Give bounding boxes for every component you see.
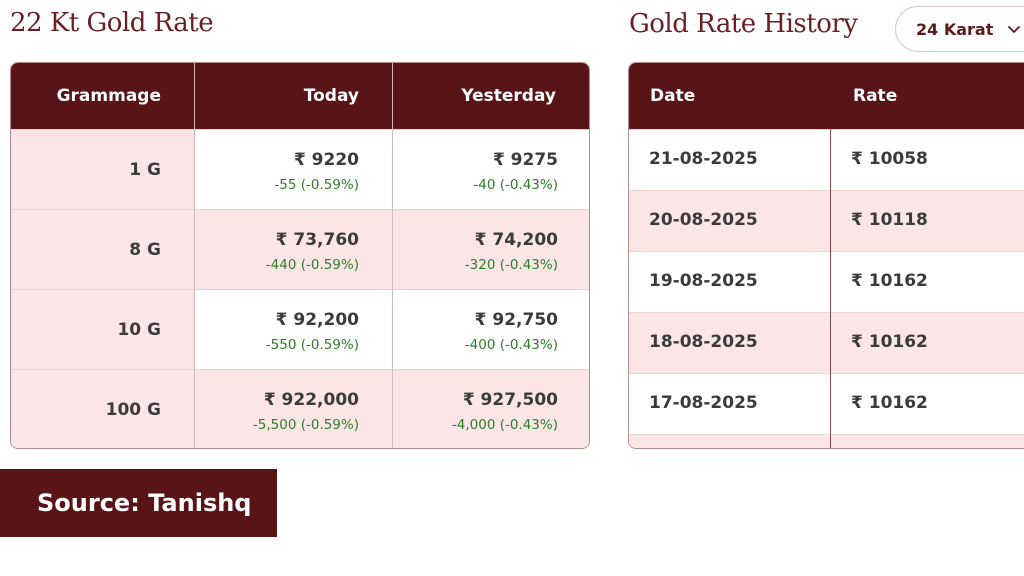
yesterday-change: -40 (-0.43%) — [473, 177, 558, 193]
table-row: 100 G ₹ 922,000 -5,500 (-0.59%) ₹ 927,50… — [11, 369, 589, 448]
column-header-today: Today — [303, 86, 359, 106]
column-header-grammage: Grammage — [56, 86, 161, 106]
yesterday-change: -4,000 (-0.43%) — [451, 417, 558, 433]
gold-rate-history-table: Date Rate 21-08-2025 ₹ 10058 20-08-2025 … — [628, 62, 1024, 449]
column-header-yesterday: Yesterday — [461, 86, 556, 106]
table-row: 1 G ₹ 9220 -55 (-0.59%) ₹ 9275 -40 (-0.4… — [11, 129, 589, 209]
table-header: Grammage Today Yesterday — [11, 63, 589, 129]
today-cell: ₹ 922,000 -5,500 (-0.59%) — [194, 370, 392, 448]
today-change: -440 (-0.59%) — [265, 257, 359, 273]
source-label: Source: Tanishq — [0, 469, 277, 537]
column-header-rate: Rate — [853, 86, 898, 106]
column-divider — [830, 129, 831, 448]
yesterday-price: ₹ 927,500 — [462, 390, 558, 410]
history-row: 21-08-2025 ₹ 10058 — [629, 129, 1024, 190]
gold-rate-history-title: Gold Rate History — [629, 9, 858, 39]
chevron-down-icon — [1008, 26, 1021, 33]
history-row: 20-08-2025 ₹ 10118 — [629, 190, 1024, 251]
history-rate: ₹ 10118 — [851, 210, 928, 230]
today-price: ₹ 9220 — [293, 150, 359, 170]
grammage-cell: 1 G — [11, 130, 194, 209]
history-date: 21-08-2025 — [649, 149, 758, 169]
history-table-header: Date Rate — [629, 63, 1024, 129]
yesterday-cell: ₹ 927,500 -4,000 (-0.43%) — [392, 370, 589, 448]
history-rate: ₹ 10162 — [851, 271, 928, 291]
history-date: 20-08-2025 — [649, 210, 758, 230]
table-row: 10 G ₹ 92,200 -550 (-0.59%) ₹ 92,750 -40… — [11, 289, 589, 369]
karat-select-value: 24 Karat — [916, 19, 994, 39]
history-date: 19-08-2025 — [649, 271, 758, 291]
yesterday-price: ₹ 92,750 — [474, 310, 558, 330]
history-rate: ₹ 10162 — [851, 393, 928, 413]
grammage-cell: 10 G — [11, 290, 194, 369]
grammage-cell: 8 G — [11, 210, 194, 289]
yesterday-price: ₹ 9275 — [492, 150, 558, 170]
history-date: 18-08-2025 — [649, 332, 758, 352]
today-cell: ₹ 92,200 -550 (-0.59%) — [194, 290, 392, 369]
karat-select[interactable]: 24 Karat — [895, 6, 1024, 52]
yesterday-cell: ₹ 9275 -40 (-0.43%) — [392, 130, 589, 209]
history-rate: ₹ 10058 — [851, 149, 928, 169]
yesterday-price: ₹ 74,200 — [474, 230, 558, 250]
history-date: 17-08-2025 — [649, 393, 758, 413]
gold-rate-table: Grammage Today Yesterday 1 G ₹ 9220 -55 … — [10, 62, 590, 449]
grammage-cell: 100 G — [11, 370, 194, 448]
yesterday-change: -400 (-0.43%) — [464, 337, 558, 353]
yesterday-change: -320 (-0.43%) — [464, 257, 558, 273]
column-header-date: Date — [650, 86, 696, 106]
column-divider — [194, 63, 195, 448]
yesterday-cell: ₹ 74,200 -320 (-0.43%) — [392, 210, 589, 289]
history-row: 19-08-2025 ₹ 10162 — [629, 251, 1024, 312]
today-cell: ₹ 73,760 -440 (-0.59%) — [194, 210, 392, 289]
today-change: -5,500 (-0.59%) — [252, 417, 359, 433]
today-price: ₹ 92,200 — [275, 310, 359, 330]
today-change: -550 (-0.59%) — [265, 337, 359, 353]
history-row: 17-08-2025 ₹ 10162 — [629, 373, 1024, 434]
today-cell: ₹ 9220 -55 (-0.59%) — [194, 130, 392, 209]
today-change: -55 (-0.59%) — [274, 177, 359, 193]
history-rate: ₹ 10162 — [851, 332, 928, 352]
today-price: ₹ 922,000 — [263, 390, 359, 410]
today-price: ₹ 73,760 — [275, 230, 359, 250]
table-row: 8 G ₹ 73,760 -440 (-0.59%) ₹ 74,200 -320… — [11, 209, 589, 289]
gold-rate-title: 22 Kt Gold Rate — [10, 8, 214, 38]
history-row-partial — [629, 434, 1024, 448]
history-row: 18-08-2025 ₹ 10162 — [629, 312, 1024, 373]
column-divider — [392, 63, 393, 448]
yesterday-cell: ₹ 92,750 -400 (-0.43%) — [392, 290, 589, 369]
